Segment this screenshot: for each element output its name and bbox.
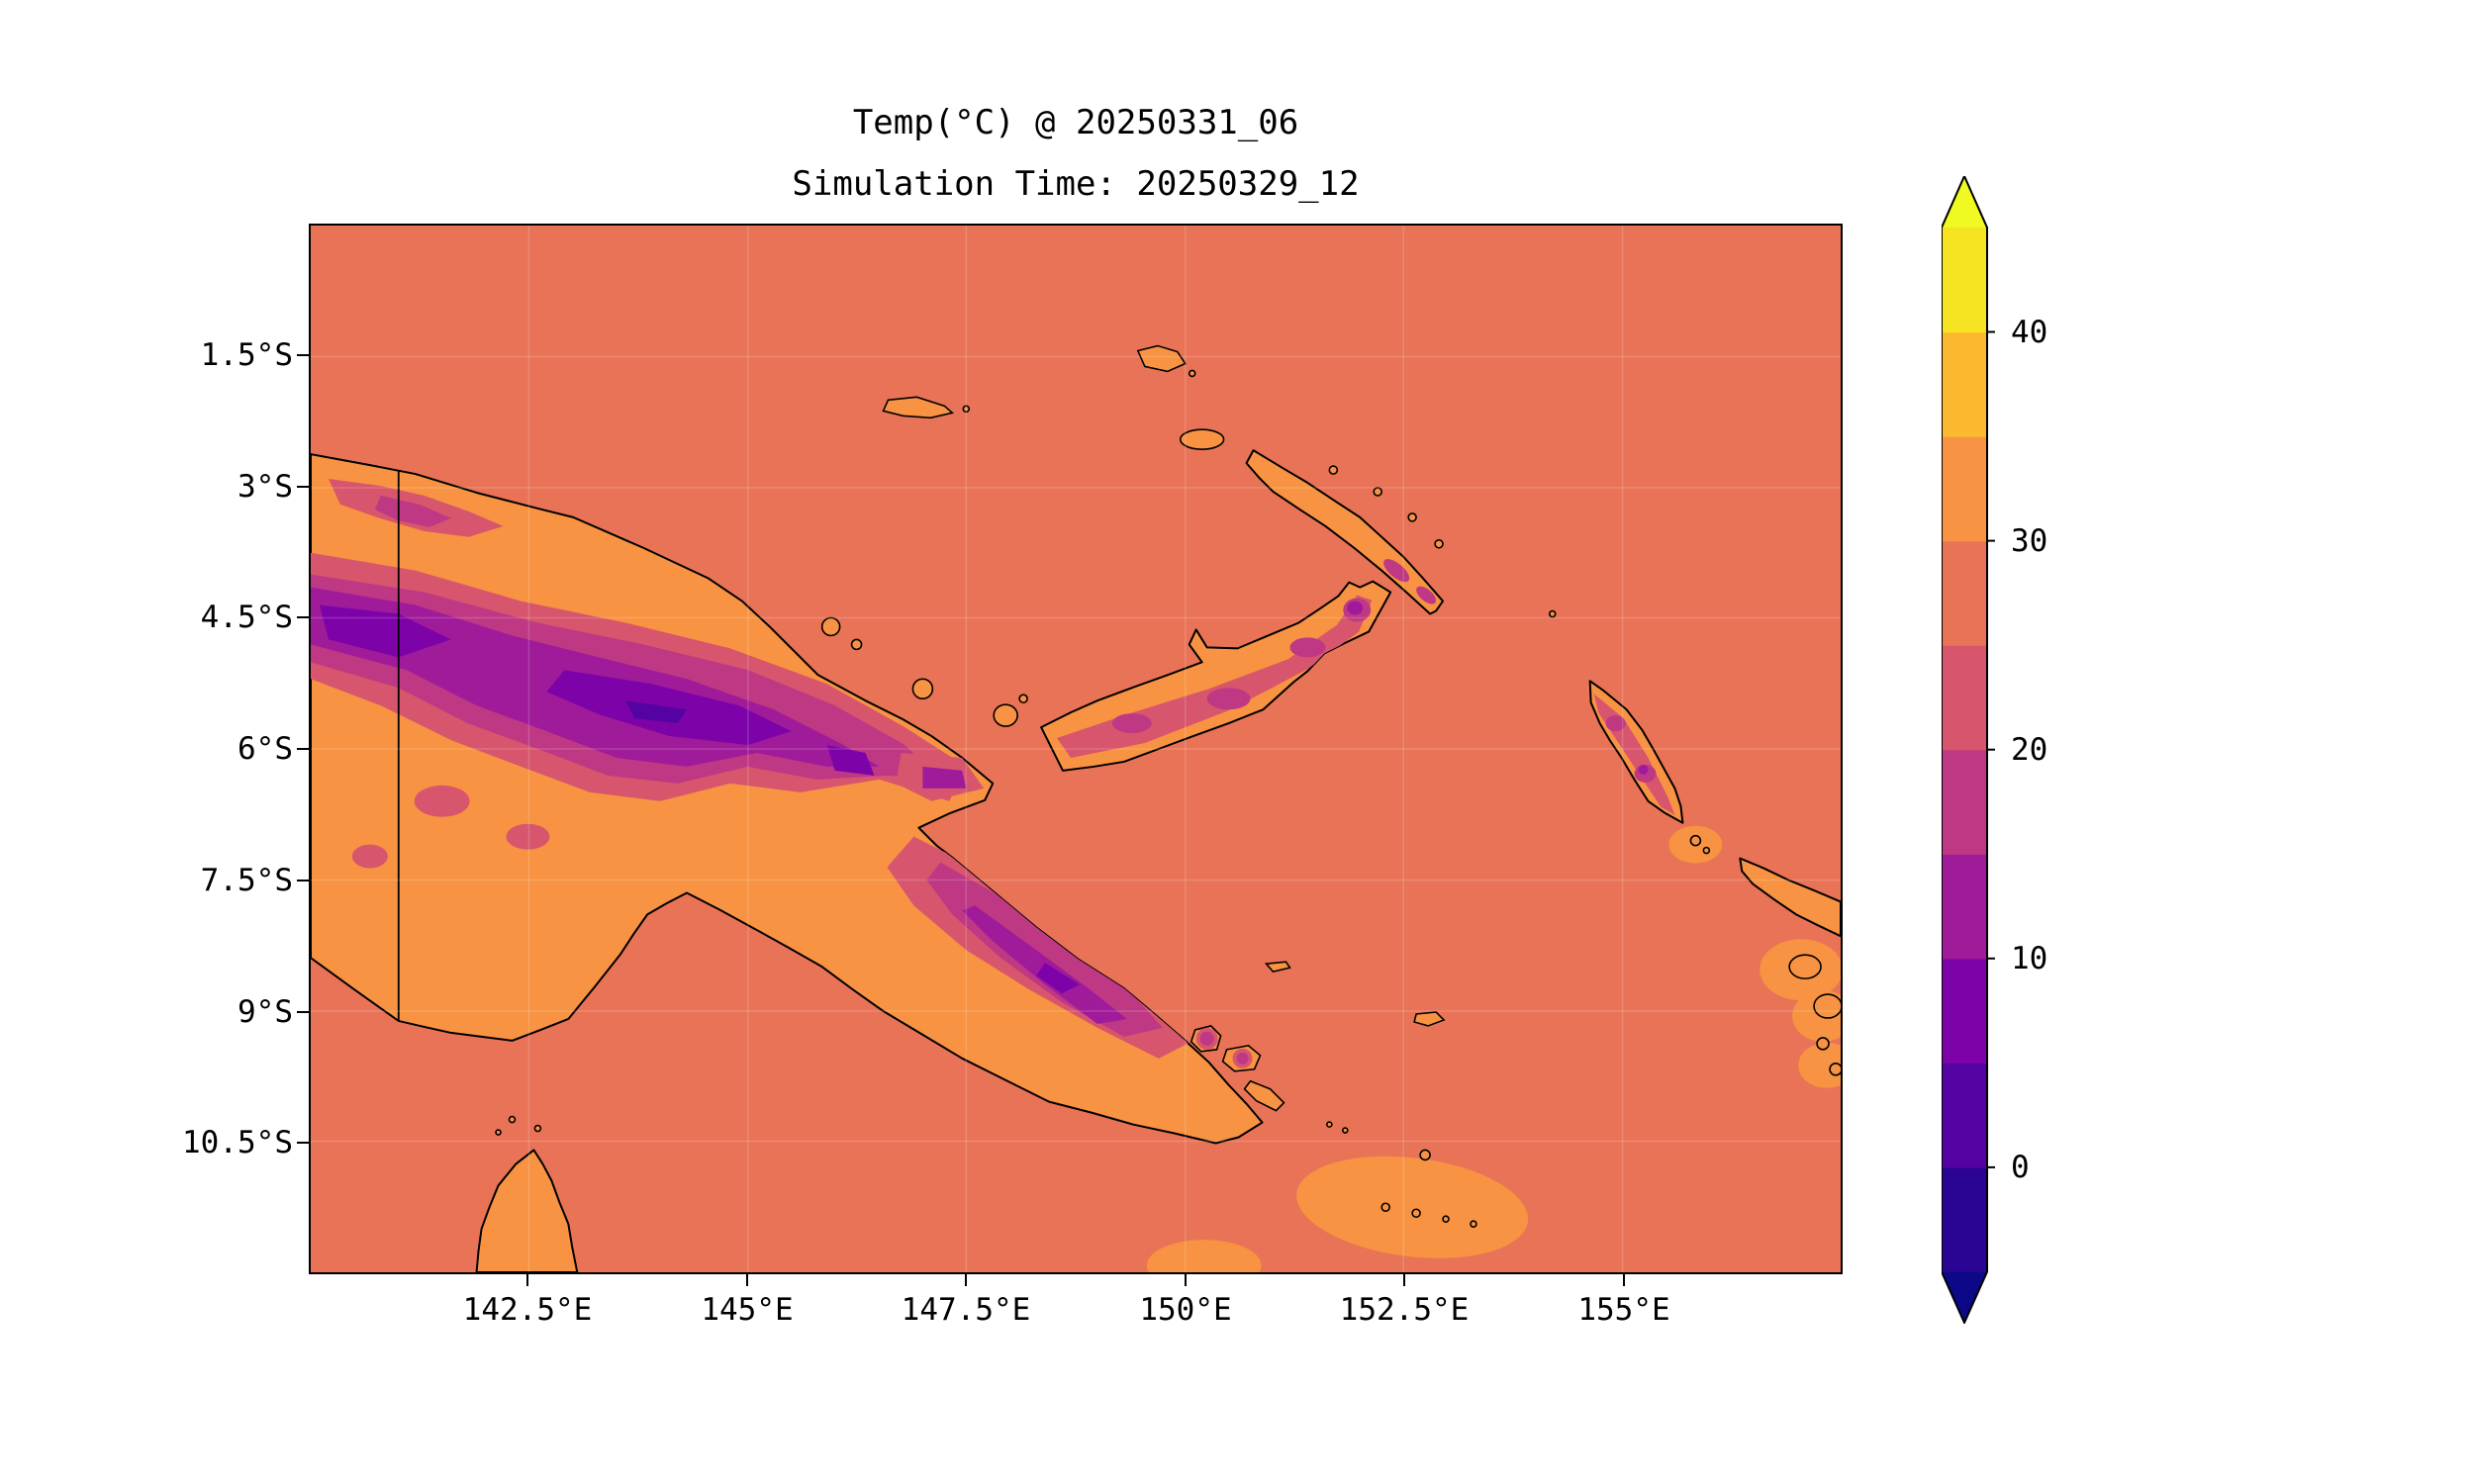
x-axis-tick-label: 150°E bbox=[1139, 1292, 1232, 1328]
y-tick-mark bbox=[297, 748, 309, 750]
y-axis-tick-label: 1.5°S bbox=[200, 337, 293, 373]
x-tick-mark bbox=[1623, 1274, 1625, 1286]
bagabag-island bbox=[850, 638, 863, 651]
y-tick-mark bbox=[297, 880, 309, 881]
colorbar-tick-marks bbox=[1987, 330, 1995, 1168]
islet bbox=[1342, 1127, 1349, 1134]
x-tick-mark bbox=[1185, 1274, 1187, 1286]
new-hanover-island bbox=[1179, 428, 1225, 450]
x-axis-tick-label: 147.5°E bbox=[901, 1292, 1031, 1328]
emirau-islet bbox=[1188, 369, 1196, 378]
colorbar bbox=[1942, 176, 1995, 1324]
new-britain-contours bbox=[1057, 595, 1373, 758]
sakar-islet bbox=[1018, 694, 1028, 703]
choiseul-island bbox=[1739, 857, 1841, 938]
louisiade-islet bbox=[1411, 1208, 1421, 1219]
tanga-islet bbox=[1407, 512, 1417, 522]
map-plot bbox=[309, 224, 1843, 1274]
plot-title: Temp(°C) @ 20250331_06 bbox=[852, 103, 1299, 142]
lihir-islet bbox=[1373, 487, 1382, 497]
dentrecasteaux-contours bbox=[1195, 1027, 1253, 1068]
x-tick-mark bbox=[1403, 1274, 1405, 1286]
karkar-island bbox=[820, 616, 841, 637]
y-tick-mark bbox=[297, 1142, 309, 1144]
x-axis-tick-label: 145°E bbox=[701, 1292, 794, 1328]
trobriand-island bbox=[1264, 961, 1291, 974]
y-axis-tick-label: 6°S bbox=[238, 731, 293, 767]
tabar-islet bbox=[1328, 465, 1339, 475]
y-axis-tick-label: 10.5°S bbox=[182, 1125, 293, 1160]
louisiade-islet bbox=[1380, 1202, 1390, 1213]
colorbar-tick-label: 0 bbox=[2011, 1150, 2030, 1185]
x-tick-mark bbox=[746, 1274, 748, 1286]
warm-sea-patches bbox=[1146, 825, 1841, 1272]
torres-strait-islet bbox=[508, 1115, 517, 1124]
colorbar-under-arrow bbox=[1942, 1271, 1987, 1323]
x-axis-tick-label: 142.5°E bbox=[462, 1292, 593, 1328]
y-tick-mark bbox=[297, 486, 309, 488]
woodlark-island bbox=[1413, 1011, 1446, 1027]
x-tick-mark bbox=[965, 1274, 967, 1286]
islet bbox=[1326, 1121, 1333, 1128]
shortland-islet bbox=[1689, 834, 1702, 847]
y-tick-mark bbox=[297, 354, 309, 356]
torres-strait-islet bbox=[533, 1124, 542, 1133]
colorbar-outline bbox=[1942, 176, 1988, 1324]
solomon-islet bbox=[1829, 1063, 1841, 1076]
colorbar-tick-label: 20 bbox=[2011, 732, 2048, 768]
y-axis-tick-label: 7.5°S bbox=[200, 863, 293, 898]
torres-strait-islet bbox=[495, 1129, 502, 1136]
islet bbox=[962, 405, 971, 414]
y-tick-mark bbox=[297, 616, 309, 618]
x-axis-tick-label: 152.5°E bbox=[1339, 1292, 1470, 1328]
y-axis-tick-label: 9°S bbox=[238, 994, 293, 1030]
y-tick-mark bbox=[297, 1011, 309, 1013]
y-axis-tick-label: 4.5°S bbox=[200, 600, 293, 635]
umboi-island bbox=[993, 703, 1018, 727]
mainland-highland-contours bbox=[311, 479, 1193, 1059]
x-tick-mark bbox=[526, 1274, 528, 1286]
colorbar-bands bbox=[1942, 228, 1987, 1273]
bougainville-contours bbox=[1593, 694, 1675, 815]
grid-lines bbox=[311, 226, 1841, 1272]
plot-subtitle: Simulation Time: 20250329_12 bbox=[792, 164, 1360, 204]
manus-island bbox=[882, 396, 955, 419]
nissan-islet bbox=[1548, 609, 1557, 618]
feni-islet bbox=[1434, 539, 1444, 549]
islet bbox=[1702, 846, 1711, 855]
mussau-island bbox=[1136, 344, 1187, 373]
vella-lavella-island bbox=[1788, 954, 1822, 979]
cape-york-peninsula bbox=[475, 1149, 579, 1272]
x-axis-tick-label: 155°E bbox=[1577, 1292, 1670, 1328]
colorbar-over-arrow bbox=[1942, 176, 1987, 228]
map-svg bbox=[311, 226, 1841, 1272]
solomon-islet bbox=[1816, 1037, 1830, 1051]
colorbar-tick-label: 40 bbox=[2011, 315, 2048, 350]
colorbar-tick-label: 10 bbox=[2011, 941, 2048, 976]
louisiade-islet bbox=[1470, 1220, 1477, 1228]
louisiade-islet bbox=[1442, 1215, 1450, 1223]
solomon-islet bbox=[1813, 993, 1841, 1019]
long-island bbox=[911, 678, 934, 699]
y-axis-tick-label: 3°S bbox=[238, 469, 293, 505]
normanby-island bbox=[1243, 1079, 1285, 1112]
new-ireland-contours bbox=[1383, 559, 1437, 604]
misima-islet bbox=[1419, 1149, 1431, 1161]
colorbar-tick-label: 30 bbox=[2011, 523, 2048, 559]
